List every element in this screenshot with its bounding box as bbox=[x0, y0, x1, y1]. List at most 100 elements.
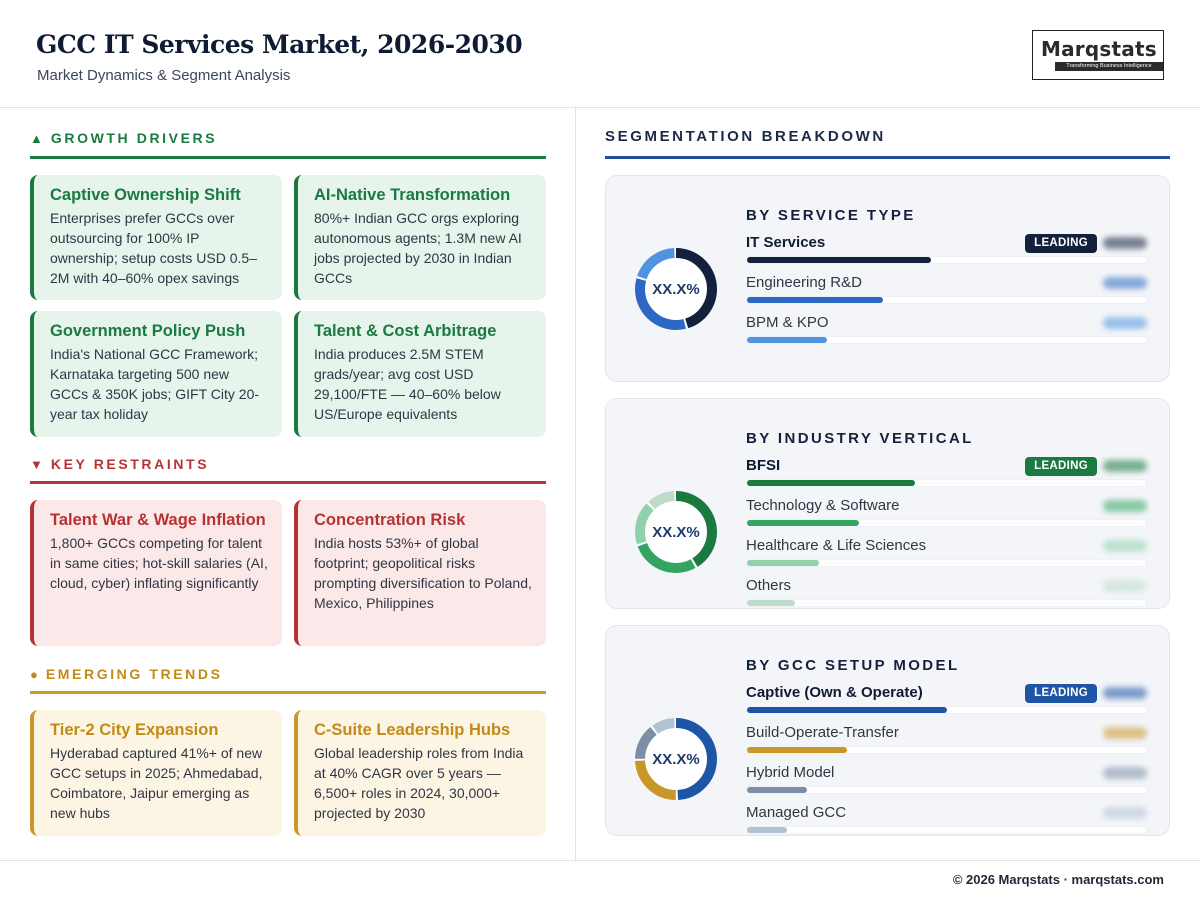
key-restraints-heading: ▼ KEY RESTRAINTS bbox=[30, 453, 209, 475]
donut-chart: XX.X% bbox=[635, 491, 717, 573]
segment-row: Engineering R&D bbox=[746, 274, 1147, 314]
segment-bar-track bbox=[746, 256, 1147, 264]
segment-label: Others bbox=[746, 577, 792, 594]
segment-panel-title: BY SERVICE TYPE bbox=[746, 207, 916, 224]
segment-label: Managed GCC bbox=[746, 804, 847, 821]
segment-label: BPM & KPO bbox=[746, 314, 829, 331]
redacted-value bbox=[1103, 460, 1147, 472]
redacted-value bbox=[1103, 540, 1147, 552]
segment-bar-track bbox=[746, 599, 1147, 607]
segment-bar-fill bbox=[747, 257, 931, 263]
card-body: Hyderabad captured 41%+ of new GCC setup… bbox=[50, 745, 263, 821]
redacted-value bbox=[1103, 237, 1147, 249]
segment-row: IT Services LEADING bbox=[746, 234, 1147, 274]
footer-copyright: © 2026 Marqstats · marqstats.com bbox=[952, 872, 1164, 887]
footer: © 2026 Marqstats · marqstats.com bbox=[0, 860, 1200, 897]
card-title: AI-Native Transformation bbox=[314, 186, 511, 204]
trend-card: Tier-2 City Expansion Hyderabad captured… bbox=[30, 710, 282, 836]
card-title: Concentration Risk bbox=[314, 511, 466, 529]
segment-panel: XX.X% BY SERVICE TYPE IT Services LEADING En… bbox=[605, 175, 1170, 382]
circle-bullet-icon: ● bbox=[30, 666, 38, 682]
segment-panel-title: BY INDUSTRY VERTICAL bbox=[746, 430, 974, 447]
growth-drivers-label: GROWTH DRIVERS bbox=[50, 130, 218, 146]
segment-bar-track bbox=[746, 336, 1147, 344]
card-body: India's National GCC Framework; Karnatak… bbox=[50, 346, 260, 422]
donut-slice bbox=[635, 491, 717, 573]
leading-badge: LEADING bbox=[1025, 457, 1097, 476]
donut-slice bbox=[635, 491, 717, 573]
redacted-value bbox=[1103, 727, 1147, 739]
driver-card: Government Policy Push India's National … bbox=[30, 311, 282, 437]
segment-bar-fill bbox=[747, 520, 859, 526]
segment-bar-fill bbox=[747, 707, 947, 713]
segment-label: Healthcare & Life Sciences bbox=[746, 537, 927, 554]
segment-row: Others bbox=[746, 577, 1147, 617]
segment-row: BPM & KPO bbox=[746, 314, 1147, 354]
donut-chart: XX.X% bbox=[635, 248, 717, 330]
card-body: India produces 2.5M STEM grads/year; avg… bbox=[314, 346, 501, 422]
segment-bar-fill bbox=[747, 600, 795, 606]
segment-label: Build-Operate-Transfer bbox=[746, 724, 899, 741]
leading-badge: LEADING bbox=[1025, 234, 1097, 253]
segment-label: BFSI bbox=[746, 457, 781, 474]
card-title: Captive Ownership Shift bbox=[50, 186, 241, 204]
key-restraints-label: KEY RESTRAINTS bbox=[50, 456, 210, 472]
segment-label: IT Services bbox=[746, 234, 826, 251]
donut-center-label: XX.X% bbox=[652, 281, 700, 298]
segment-bar-track bbox=[746, 786, 1147, 794]
segment-bar-fill bbox=[747, 787, 807, 793]
emerging-trends-heading: ● EMERGING TRENDS bbox=[30, 663, 223, 685]
redacted-value bbox=[1103, 317, 1147, 329]
segment-row: Healthcare & Life Sciences bbox=[746, 537, 1147, 577]
segment-bar-fill bbox=[747, 560, 819, 566]
header: GCC IT Services Market, 2026-2030 Market… bbox=[0, 0, 1200, 108]
leading-badge: LEADING bbox=[1025, 684, 1097, 703]
segment-bar-track bbox=[746, 479, 1147, 487]
segment-row: Hybrid Model bbox=[746, 764, 1147, 804]
redacted-value bbox=[1103, 687, 1147, 699]
card-title: Talent & Cost Arbitrage bbox=[314, 322, 497, 340]
emerging-trends-rule bbox=[30, 691, 546, 694]
donut-slice bbox=[635, 248, 717, 330]
card-body: Global leadership roles from India at 40… bbox=[314, 745, 524, 821]
down-triangle-icon: ▼ bbox=[30, 456, 43, 472]
segment-bar-track bbox=[746, 559, 1147, 567]
segment-label: Hybrid Model bbox=[746, 764, 835, 781]
card-body: Enterprises prefer GCCs over outsourcing… bbox=[50, 210, 257, 286]
redacted-value bbox=[1103, 767, 1147, 779]
segment-bar-track bbox=[746, 826, 1147, 834]
card-title: Government Policy Push bbox=[50, 322, 246, 340]
segment-panel-title: BY GCC SETUP MODEL bbox=[746, 657, 960, 674]
segment-label: Engineering R&D bbox=[746, 274, 862, 291]
segment-label: Technology & Software bbox=[746, 497, 900, 514]
segment-bar-fill bbox=[747, 827, 787, 833]
restraint-card: Talent War & Wage Inflation 1,800+ GCCs … bbox=[30, 500, 282, 646]
card-body: India hosts 53%+ of global footprint; ge… bbox=[314, 535, 532, 611]
donut-center-label: XX.X% bbox=[652, 524, 700, 541]
card-title: C-Suite Leadership Hubs bbox=[314, 721, 511, 739]
redacted-value bbox=[1103, 807, 1147, 819]
redacted-value bbox=[1103, 580, 1147, 592]
segment-panel: XX.X% BY GCC SETUP MODEL Captive (Own & Op… bbox=[605, 625, 1170, 836]
driver-card: Captive Ownership Shift Enterprises pref… bbox=[30, 175, 282, 300]
segment-bar-track bbox=[746, 519, 1147, 527]
card-title: Talent War & Wage Inflation bbox=[50, 511, 266, 529]
segment-label: Captive (Own & Operate) bbox=[746, 684, 923, 701]
segment-bar-fill bbox=[747, 747, 847, 753]
redacted-value bbox=[1103, 277, 1147, 289]
segment-row: Captive (Own & Operate) LEADING bbox=[746, 684, 1147, 724]
up-triangle-icon: ▲ bbox=[30, 130, 43, 146]
marqstats-logo: Marqstats Transforming Business Intellig… bbox=[1032, 30, 1164, 80]
redacted-value bbox=[1103, 500, 1147, 512]
donut-center-label: XX.X% bbox=[652, 751, 700, 768]
trend-card: C-Suite Leadership Hubs Global leadershi… bbox=[294, 710, 546, 836]
segment-bar-track bbox=[746, 706, 1147, 714]
donut-chart: XX.X% bbox=[635, 718, 717, 800]
segment-bar-track bbox=[746, 746, 1147, 754]
segmentation-heading: SEGMENTATION BREAKDOWN bbox=[605, 128, 886, 145]
card-title: Tier-2 City Expansion bbox=[50, 721, 219, 739]
page-title: GCC IT Services Market, 2026-2030 bbox=[36, 30, 523, 59]
donut-slice bbox=[635, 491, 717, 573]
card-body: 1,800+ GCCs competing for talent in same… bbox=[50, 535, 268, 591]
growth-drivers-heading: ▲ GROWTH DRIVERS bbox=[30, 127, 217, 149]
